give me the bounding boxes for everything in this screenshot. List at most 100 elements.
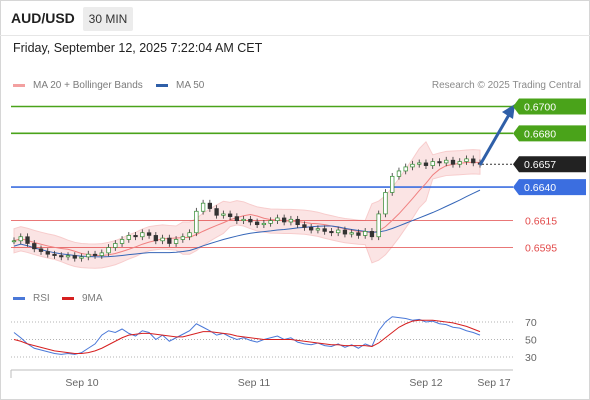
legend-ma50: MA 50 [156, 80, 204, 91]
rsi-swatch [13, 297, 25, 300]
forecast-arrow-line [478, 112, 512, 166]
candle-body [417, 162, 422, 165]
price-label-0.6657: 0.6657 [524, 159, 556, 171]
header-bar: AUD/USD 30 MIN [0, 0, 590, 36]
candle-body [403, 166, 408, 172]
candle-body [79, 256, 84, 259]
candle-body [315, 228, 321, 231]
candle-body [288, 218, 294, 223]
candle-body [18, 236, 23, 242]
candle-body [356, 232, 361, 236]
candle-body [369, 231, 375, 238]
x-tick-label: Sep 17 [477, 377, 510, 389]
candle-body [336, 229, 341, 234]
legend-rsi-label: RSI [33, 293, 50, 304]
candle-body [72, 255, 77, 259]
legend-ma9: 9MA [62, 293, 103, 304]
price-tag-0.6657 [513, 156, 586, 173]
price-label-0.6640: 0.6640 [524, 182, 556, 194]
legend-ma50-label: MA 50 [176, 80, 205, 91]
candle-body [153, 235, 158, 242]
candle-body [113, 243, 118, 248]
candle-body [349, 232, 354, 235]
x-tick-label: Sep 11 [238, 377, 271, 389]
price-label-0.6680: 0.6680 [524, 128, 556, 140]
candle-body [52, 253, 57, 256]
candle-body [45, 251, 50, 255]
candle-body [92, 253, 98, 256]
candle-body [241, 218, 246, 221]
x-tick-label: Sep 12 [409, 377, 442, 389]
ma20-swatch [13, 84, 25, 87]
forecast-arrow-head [502, 104, 515, 119]
candle-body [396, 170, 402, 177]
candle-body [390, 175, 395, 193]
price-tag-0.6700 [513, 98, 586, 115]
candle-body [146, 232, 152, 236]
rsi-level-label-70: 70 [525, 317, 537, 329]
rsi-line [13, 316, 481, 355]
candle-body [342, 229, 348, 235]
candle-body [457, 161, 462, 165]
candle-body [126, 235, 131, 240]
candle-body [248, 218, 253, 223]
candle-body [200, 202, 206, 212]
price-tag-0.6680 [513, 125, 586, 142]
legend-ma20-label: MA 20 + Bollinger Bands [33, 80, 143, 91]
candle-body [86, 253, 91, 258]
x-tick-label: Sep 10 [65, 377, 98, 389]
candle-body [423, 162, 429, 166]
ma50-swatch [156, 84, 168, 87]
candle-body [99, 252, 104, 256]
candle-body [194, 210, 199, 234]
symbol-title: AUD/USD [11, 10, 75, 26]
credit-text: Research © 2025 Trading Central [431, 80, 581, 91]
candle-body [376, 213, 381, 238]
candle-body [173, 239, 179, 244]
candle-body [187, 232, 192, 238]
candle-body [167, 237, 172, 244]
candle-body [140, 232, 145, 238]
bollinger-band [13, 140, 481, 269]
candle-body [207, 202, 213, 209]
candle-body [275, 217, 280, 221]
rsi-level-label-30: 30 [525, 352, 537, 364]
ma9-swatch [62, 297, 74, 300]
rsi-level-label-50: 50 [525, 335, 537, 347]
candle-body [234, 216, 240, 221]
candle-body [437, 161, 442, 164]
candle-body [471, 158, 476, 164]
candle-body [221, 213, 226, 216]
legend-ma20: MA 20 + Bollinger Bands [13, 80, 143, 91]
price-label-0.6595: 0.6595 [525, 243, 557, 255]
candle-body [464, 158, 469, 162]
candle-body [227, 213, 233, 217]
candle-body [383, 192, 388, 215]
candle-body [322, 228, 327, 232]
candle-body [254, 221, 260, 226]
candle-body [295, 218, 300, 226]
candle-body [410, 163, 415, 168]
candle-body [268, 220, 273, 224]
candle-body [309, 227, 314, 231]
candle-body [133, 235, 138, 238]
candle-body [180, 236, 185, 240]
price-label-0.6615: 0.6615 [525, 216, 557, 228]
candle-body [106, 247, 111, 254]
price-label-0.6700: 0.6700 [524, 102, 556, 114]
candle-body [450, 159, 456, 165]
chart-datetime: Friday, September 12, 2025 7:22:04 AM CE… [13, 41, 263, 55]
price-tag-0.6640 [513, 179, 586, 196]
candle-body [302, 224, 307, 228]
candle-body [119, 239, 125, 244]
candle-body [11, 240, 17, 243]
candle-body [160, 237, 165, 242]
ma50-line [13, 189, 481, 258]
ma20-line [13, 161, 481, 257]
candle-body [444, 159, 449, 164]
timeframe-button[interactable]: 30 MIN [83, 7, 133, 31]
candle-body [214, 208, 219, 216]
candle-body [59, 255, 64, 258]
candle-body [65, 255, 71, 258]
